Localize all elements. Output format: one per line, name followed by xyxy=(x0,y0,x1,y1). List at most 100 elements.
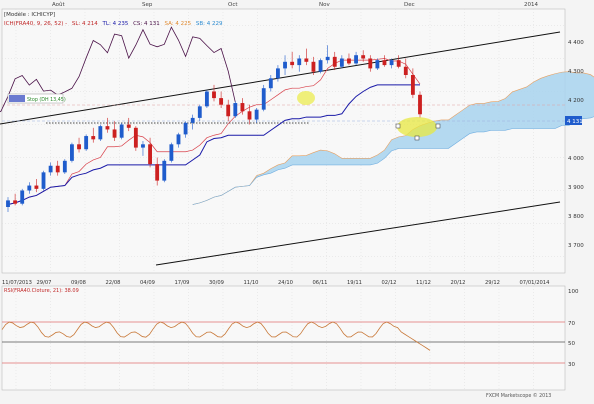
month-label: 2014 xyxy=(524,2,538,8)
candle-body xyxy=(276,68,280,79)
current-price-tag xyxy=(565,116,582,125)
candle-body xyxy=(84,136,89,150)
candle-body xyxy=(48,165,53,173)
selection-handle xyxy=(435,123,441,129)
candle-body xyxy=(148,144,152,165)
month-label: Oct xyxy=(228,2,238,8)
indicator-lines xyxy=(0,26,421,206)
candle-body xyxy=(240,103,245,112)
date-label: 24/10 xyxy=(278,280,293,286)
candle-body xyxy=(70,144,74,161)
month-label: Sep xyxy=(142,2,153,8)
month-label: Nov xyxy=(319,2,330,8)
price-tick: 3 900 xyxy=(568,185,584,191)
grid xyxy=(2,9,565,390)
candle-body xyxy=(141,144,145,148)
rsi-label: RSI(FRA40.Cloture, 21): 38.09 xyxy=(4,288,79,294)
candle-body xyxy=(297,58,302,66)
candle-body xyxy=(55,165,60,173)
selection-handle xyxy=(414,135,420,141)
candle-body xyxy=(354,55,358,64)
stop-box xyxy=(7,93,64,104)
date-label: 19/11 xyxy=(347,280,362,286)
date-label: 02/12 xyxy=(382,280,397,286)
month-label: Dec xyxy=(404,2,415,8)
date-label: 17/09 xyxy=(175,280,190,286)
channel-upper-line xyxy=(0,31,561,125)
candle-body xyxy=(339,58,344,67)
date-label: 11/12 xyxy=(416,280,431,286)
stop-box-label: Stop (DH 13,45) xyxy=(27,97,66,103)
candle-body xyxy=(126,124,131,128)
tl-value: TL: 4 235 xyxy=(102,21,129,27)
rsi-tick: 50 xyxy=(568,341,575,347)
candle-body xyxy=(133,127,138,148)
date-axis: 11/07/2013 29/07 09/08 22/08 04/09 17/09 30/09… xyxy=(2,280,550,286)
candle-body xyxy=(204,91,209,107)
candle-body xyxy=(41,172,46,189)
month-labels: Août Sep Oct Nov Dec 2014 xyxy=(52,1,538,8)
candle-body xyxy=(233,103,238,117)
date-label: 06/11 xyxy=(313,280,328,286)
ichimoku-params: ICH(FRA40, 9, 26, 52) - xyxy=(4,21,67,27)
current-price-label: 4 131 xyxy=(567,119,583,125)
candle-body xyxy=(176,134,181,145)
candle-body xyxy=(375,60,380,69)
candle-body xyxy=(368,58,373,69)
rsi-line xyxy=(1,321,431,351)
candle-body xyxy=(62,160,67,173)
candle-body xyxy=(20,190,25,204)
ichimoku-label: ICH(FRA40, 9, 26, 52) - SL: 4 214 TL: 4 … xyxy=(4,21,223,27)
candle-body xyxy=(247,111,252,120)
candle-body xyxy=(311,61,316,72)
month-label: Août xyxy=(52,1,66,8)
senkou-a-line xyxy=(192,71,594,205)
senkou-b-line xyxy=(192,116,594,205)
candle-body xyxy=(169,144,174,161)
date-label: 20/12 xyxy=(451,280,466,286)
rsi-tick: 70 xyxy=(568,321,575,327)
highlight-ellipse xyxy=(397,117,437,137)
cs-value: CS: 4 131 xyxy=(133,21,160,27)
channel-lower-line xyxy=(155,201,561,266)
candle-body xyxy=(13,200,18,204)
price-pane xyxy=(1,8,566,274)
candle-body xyxy=(268,78,273,89)
candle-body xyxy=(183,122,188,135)
candle-body xyxy=(197,106,202,118)
candle-body xyxy=(219,98,224,105)
chikou-span-line xyxy=(0,26,236,113)
annotations xyxy=(297,91,441,141)
candle-body xyxy=(382,60,387,66)
candle-body xyxy=(361,55,366,59)
candle-body xyxy=(396,60,401,67)
candle-body xyxy=(347,58,351,64)
date-label: 29/07 xyxy=(37,280,52,286)
date-label: 04/09 xyxy=(140,280,155,286)
price-tick: 4 400 xyxy=(568,40,584,46)
price-tick: 3 800 xyxy=(568,214,584,220)
candle-body xyxy=(304,58,309,62)
price-tick: 3 700 xyxy=(568,243,584,249)
date-label: 11/10 xyxy=(244,280,259,286)
candle-body xyxy=(332,56,337,67)
sl-value: SL: 4 214 xyxy=(72,21,98,27)
candle-body xyxy=(254,109,259,120)
date-label: 11/07/2013 xyxy=(2,280,32,286)
sa-value: SA: 4 225 xyxy=(165,21,192,27)
rsi-tick: 100 xyxy=(568,289,579,295)
rsi-tick: 30 xyxy=(568,362,575,368)
candle-body xyxy=(34,185,39,189)
candle-body xyxy=(403,66,408,75)
candle-body xyxy=(190,117,195,123)
candle-body xyxy=(162,160,167,181)
stop-box-swatch xyxy=(9,95,25,102)
candle-body xyxy=(226,104,231,117)
candle-body xyxy=(155,164,160,181)
candle-body xyxy=(27,185,32,191)
chart-title: [Modèle : ICHICYP] xyxy=(4,11,55,18)
date-label: 07/01/2014 xyxy=(520,280,551,286)
rsi-axis: 100 70 50 30 xyxy=(568,289,579,368)
